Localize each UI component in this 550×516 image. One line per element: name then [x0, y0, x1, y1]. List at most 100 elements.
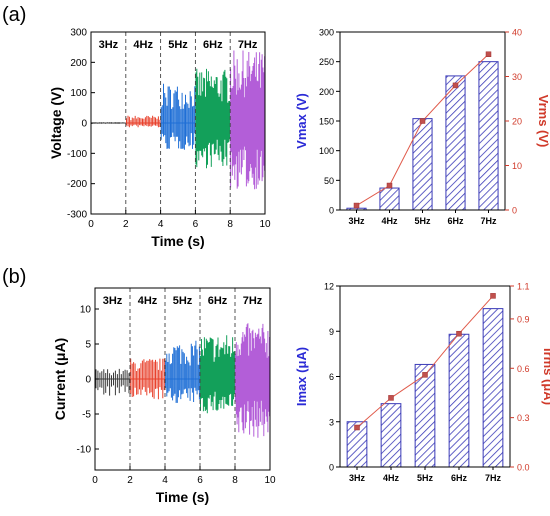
y-tick-label: 100 — [319, 146, 334, 156]
y2-axis-label: Irms (μA) — [541, 348, 550, 405]
x-tick-label: 7Hz — [485, 473, 502, 483]
x-tick-label: 0 — [92, 475, 98, 486]
y2-tick-label: 20 — [512, 117, 522, 127]
signal-trace-3Hz — [91, 122, 126, 124]
y-tick-label: 50 — [324, 176, 334, 186]
signal-trace-7Hz — [230, 50, 266, 190]
y-tick-label: 100 — [70, 88, 87, 99]
x-tick-label: 3Hz — [348, 216, 365, 226]
y-tick-label: 5 — [85, 340, 91, 351]
y-tick-label: 300 — [70, 28, 87, 39]
signal-trace-4Hz — [130, 358, 165, 400]
y-tick-label: 10 — [80, 305, 92, 316]
y2-tick-label: 30 — [512, 72, 522, 82]
x-tick-label: 6Hz — [451, 473, 468, 483]
signal-trace-4Hz — [125, 115, 161, 128]
vmax-vrms-chart: 3Hz 4Hz 5Hz 6Hz 7Hz 0 50 100 150 200 250 300 0 10 20 30… — [294, 28, 550, 227]
y2-tick-label: 0 — [512, 206, 517, 216]
segment-label: 6Hz — [208, 295, 228, 307]
bar-7Hz — [482, 308, 504, 468]
x-tick-label: 6 — [193, 219, 199, 230]
x-tick-label: 5Hz — [414, 216, 431, 226]
x-tick-label: 2 — [127, 475, 133, 486]
bar-7Hz — [478, 61, 499, 211]
panel-label-b: (b) — [2, 266, 27, 288]
rms-point-4Hz — [388, 395, 394, 401]
y2-tick-label: 0.3 — [517, 413, 530, 423]
y-axis-label: Vmax (V) — [294, 93, 309, 149]
x-tick-label: 4Hz — [383, 473, 400, 483]
rms-point-6Hz — [452, 82, 459, 89]
y-axis-label: Current (μA) — [52, 338, 68, 420]
segment-label: 3Hz — [103, 295, 123, 307]
x-tick-label: 10 — [264, 475, 276, 486]
y-tick-label: -5 — [82, 410, 91, 421]
y2-tick-label: 0.9 — [517, 314, 530, 324]
segment-label: 5Hz — [173, 295, 193, 307]
rms-point-5Hz — [419, 118, 426, 124]
x-axis-label: Time (s) — [151, 233, 204, 249]
y-axis-label: Voltage (V) — [48, 87, 64, 159]
x-tick-label: 4Hz — [381, 216, 398, 226]
y-tick-label: -200 — [67, 179, 87, 190]
panel-label-a: (a) — [2, 4, 27, 26]
bar-6Hz — [445, 75, 466, 211]
x-tick-label: 4 — [162, 475, 168, 486]
rms-point-3Hz — [353, 202, 360, 209]
y-tick-label: -10 — [77, 445, 92, 456]
y-tick-label: 200 — [319, 87, 334, 97]
signal-trace-3Hz — [95, 368, 130, 396]
segment-label: 7Hz — [243, 295, 263, 307]
rms-point-7Hz — [490, 293, 496, 299]
y2-tick-label: 10 — [512, 161, 522, 171]
signal-trace-5Hz — [160, 83, 196, 150]
y-tick-label: 0 — [329, 463, 334, 473]
y-tick-label: 150 — [319, 117, 334, 127]
bar-4Hz — [379, 187, 400, 211]
x-tick-label: 10 — [259, 219, 271, 230]
segment-label: 4Hz — [138, 295, 158, 307]
y2-tick-label: 1.1 — [517, 282, 530, 292]
x-tick-label: 6Hz — [447, 216, 464, 226]
x-tick-label: 0 — [88, 219, 94, 230]
y2-tick-label: 40 — [512, 28, 522, 38]
segment-label: 3Hz — [99, 39, 119, 51]
voltage-time-chart: 3Hz 4Hz 5Hz 6Hz 7Hz 0 2 4 6 8 10 -300 -200 -100 0 100 20… — [48, 28, 271, 250]
x-axis-label: Time (s) — [156, 489, 209, 505]
y-tick-label: -100 — [67, 149, 87, 160]
y-tick-label: 250 — [319, 57, 334, 67]
y2-axis-label: Vrms (V) — [536, 95, 550, 148]
bar-6Hz — [448, 333, 470, 468]
y-tick-label: 6 — [329, 372, 334, 382]
y-tick-label: 0 — [85, 375, 91, 386]
y-axis-label: Imax (μA) — [294, 347, 309, 406]
bar-5Hz — [412, 118, 433, 211]
rms-point-7Hz — [485, 51, 492, 57]
y-tick-label: 3 — [329, 417, 334, 427]
y-tick-label: 0 — [329, 206, 334, 216]
x-tick-label: 7Hz — [480, 216, 497, 226]
x-tick-label: 6 — [197, 475, 203, 486]
y-tick-label: 200 — [70, 58, 87, 69]
y-tick-label: 300 — [319, 28, 334, 38]
signal-trace-7Hz — [234, 323, 271, 438]
x-tick-label: 8 — [232, 475, 238, 486]
segment-label: 4Hz — [133, 39, 153, 51]
signal-trace-6Hz — [195, 68, 231, 169]
segment-label: 7Hz — [238, 39, 258, 51]
bar-4Hz — [380, 403, 402, 468]
imax-irms-chart: 3Hz 4Hz 5Hz 6Hz 7Hz 0 3 6 9 12 0.0 0.3 0.6 0.9 1.1 Imax… — [294, 282, 550, 484]
rms-point-3Hz — [354, 424, 360, 431]
rms-point-5Hz — [422, 372, 428, 378]
x-tick-label: 8 — [227, 219, 233, 230]
x-tick-label: 4 — [158, 219, 164, 230]
signal-trace-5Hz — [165, 340, 200, 403]
y2-tick-label: 0.6 — [517, 364, 530, 374]
signal-trace-6Hz — [200, 335, 235, 414]
x-tick-label: 2 — [123, 219, 129, 230]
y-tick-label: 9 — [329, 327, 334, 337]
segment-label: 6Hz — [203, 39, 223, 51]
x-tick-label: 3Hz — [349, 473, 366, 483]
rms-point-4Hz — [386, 182, 393, 189]
